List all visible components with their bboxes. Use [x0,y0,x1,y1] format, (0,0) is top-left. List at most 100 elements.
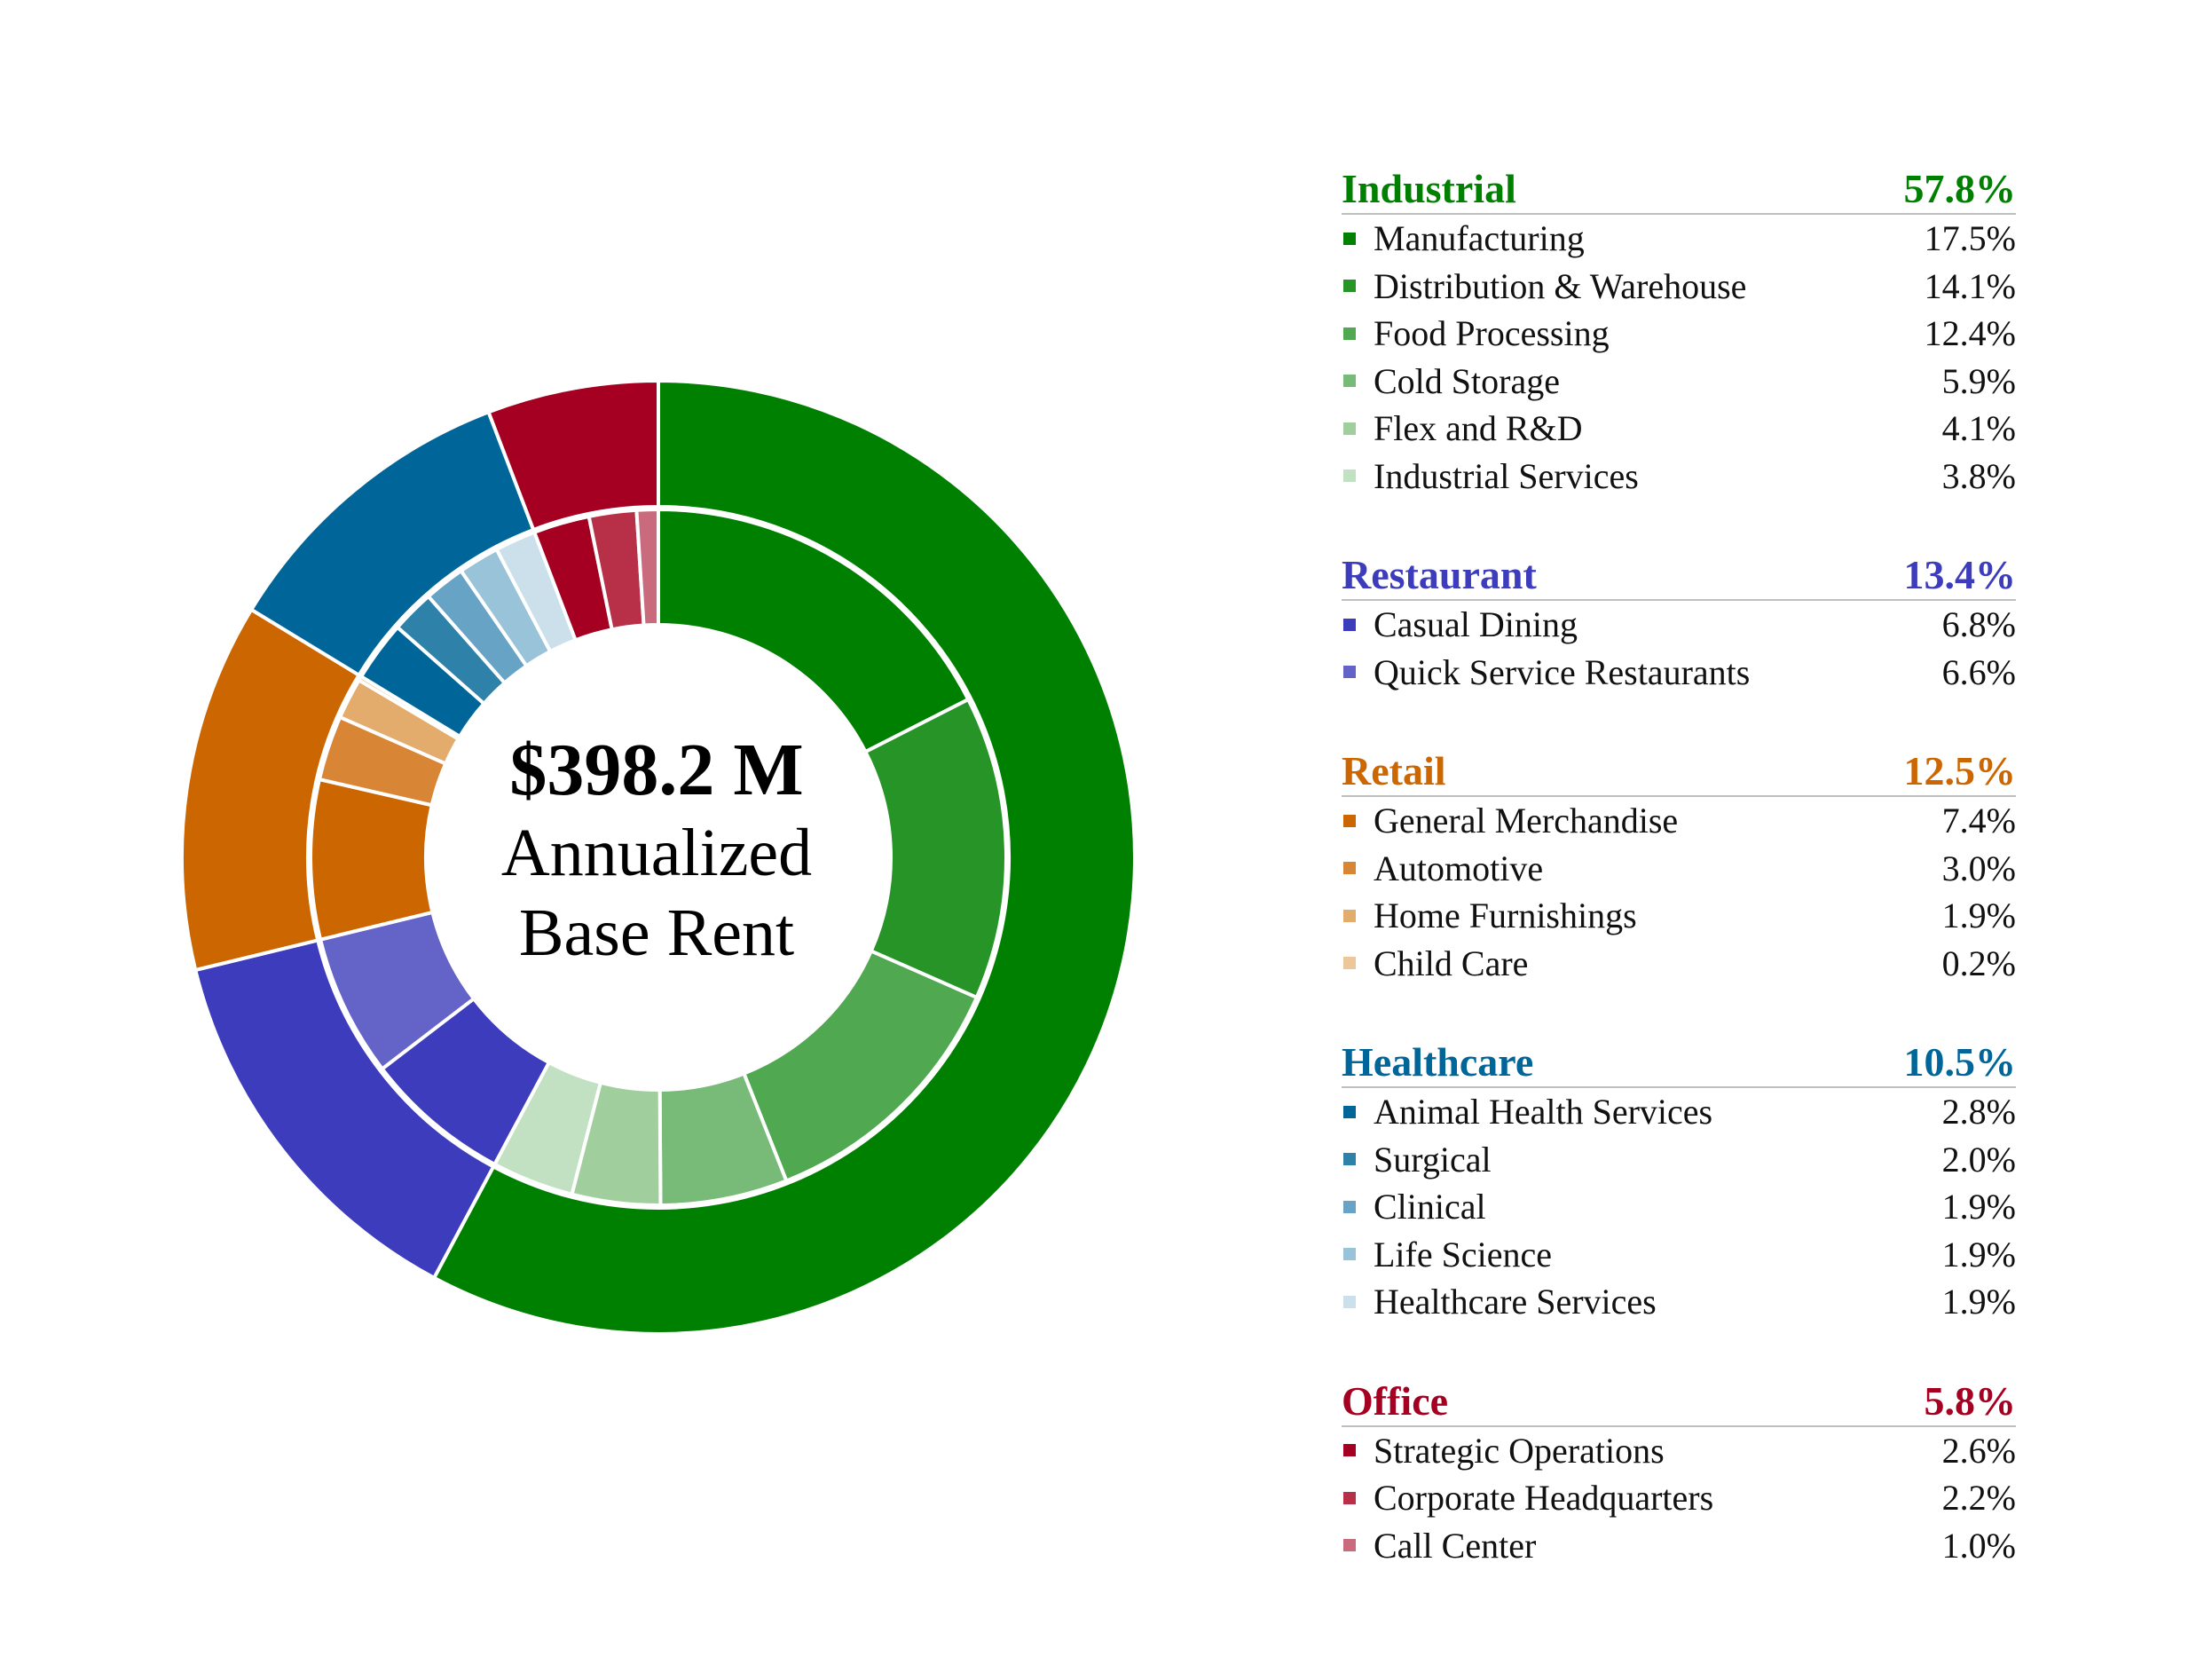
legend-group-restaurant: Restaurant 13.4% Casual Dining 6.8% Quick Se… [1342,548,2016,696]
legend-item-industrial-services: Industrial Services 3.8% [1342,453,2016,501]
legend-item-value: 6.8% [1941,604,2016,645]
legend-item-label: Flex and R&D [1374,408,1583,449]
legend-swatch [1343,1491,1356,1504]
legend-item-surgical: Surgical 2.0% [1342,1136,2016,1184]
legend-swatch [1343,375,1356,388]
inner-slice-call-center [634,507,660,627]
legend-item-food-processing: Food Processing 12.4% [1342,310,2016,358]
legend-item-distribution-and-warehouse: Distribution & Warehouse 14.1% [1342,263,2016,311]
legend-group-name: Healthcare [1342,1039,1534,1085]
legend-group-healthcare: Healthcare 10.5% Animal Health Services 2.8… [1342,1035,2016,1326]
legend-item-healthcare-services: Healthcare Services 1.9% [1342,1278,2016,1326]
legend-item-label: General Merchandise [1374,801,1679,841]
legend-item-cold-storage: Cold Storage 5.9% [1342,358,2016,406]
legend-item-casual-dining: Casual Dining 6.8% [1342,601,2016,649]
legend-group-value: 10.5% [1903,1039,2017,1085]
legend-item-label: Corporate Headquarters [1374,1478,1714,1519]
legend-item-general-merchandise: General Merchandise 7.4% [1342,797,2016,845]
legend-item-label: Home Furnishings [1374,896,1637,936]
legend-item-value: 1.9% [1941,1187,2016,1227]
legend-group-value: 5.8% [1924,1377,2017,1424]
legend-item-clinical: Clinical 1.9% [1342,1183,2016,1231]
legend-group-header: Healthcare 10.5% [1342,1035,2016,1088]
legend: Industrial 57.8% Manufacturing 17.5% Distrib… [1342,162,2016,1617]
legend-swatch [1343,666,1356,679]
legend-swatch [1343,1248,1356,1261]
legend-group-name: Retail [1342,748,1446,793]
total-rent-amount: $398.2 M [509,729,804,811]
legend-group-value: 57.8% [1903,166,2017,211]
legend-item-call-center: Call Center 1.0% [1342,1522,2016,1570]
legend-item-quick-service-restaurants: Quick Service Restaurants 6.6% [1342,649,2016,697]
legend-item-value: 3.0% [1941,848,2016,888]
legend-item-automotive: Automotive 3.0% [1342,845,2016,893]
legend-item-value: 3.8% [1941,455,2016,496]
legend-item-child-care: Child Care 0.2% [1342,940,2016,988]
legend-item-label: Child Care [1374,943,1529,983]
legend-group-header: Restaurant 13.4% [1342,548,2016,601]
legend-item-value: 1.9% [1941,1234,2016,1274]
legend-swatch [1343,957,1356,970]
legend-item-label: Strategic Operations [1374,1430,1665,1471]
legend-item-corporate-headquarters: Corporate Headquarters 2.2% [1342,1474,2016,1522]
legend-group-name: Office [1342,1377,1449,1424]
legend-swatch [1343,280,1356,293]
legend-item-label: Clinical [1374,1187,1486,1227]
legend-item-label: Healthcare Services [1374,1282,1657,1322]
outer-slice-industrial [431,378,1137,1336]
legend-swatch [1343,1539,1356,1552]
legend-item-label: Animal Health Services [1374,1092,1713,1132]
legend-swatch [1343,1200,1356,1213]
legend-item-flex-and-randd: Flex and R&D 4.1% [1342,405,2016,453]
legend-swatch [1343,327,1356,340]
legend-swatch [1343,1105,1356,1118]
legend-group-header: Industrial 57.8% [1342,162,2016,215]
legend-swatch [1343,422,1356,435]
center-caption-line1: Annualized [500,816,813,890]
legend-item-value: 5.9% [1941,360,2016,401]
legend-item-label: Automotive [1374,848,1544,888]
legend-item-label: Call Center [1374,1525,1537,1566]
legend-item-label: Industrial Services [1374,455,1639,496]
legend-swatch [1343,469,1356,483]
legend-swatch [1343,862,1356,875]
legend-item-value: 1.9% [1941,1282,2016,1322]
legend-group-office: Office 5.8% Strategic Operations 2.6% Corpor… [1342,1374,2016,1570]
legend-swatch [1343,814,1356,827]
legend-item-value: 1.9% [1941,896,2016,936]
legend-item-label: Life Science [1374,1234,1552,1274]
legend-item-value: 14.1% [1924,265,2016,306]
legend-group-value: 12.5% [1903,748,2017,793]
center-label: $398.2 M Annualized Base Rent [390,728,923,973]
legend-group-value: 13.4% [1903,552,2017,597]
legend-swatch [1343,1444,1356,1457]
legend-item-life-science: Life Science 1.9% [1342,1231,2016,1279]
legend-item-label: Food Processing [1374,313,1610,354]
legend-item-value: 17.5% [1924,218,2016,259]
legend-swatch [1343,232,1356,245]
legend-item-strategic-operations: Strategic Operations 2.6% [1342,1427,2016,1475]
legend-item-value: 2.6% [1941,1430,2016,1471]
legend-item-label: Quick Service Restaurants [1374,651,1751,692]
legend-item-value: 0.2% [1941,943,2016,983]
legend-item-value: 2.2% [1941,1478,2016,1519]
legend-item-value: 12.4% [1924,313,2016,354]
legend-item-value: 7.4% [1941,801,2016,841]
legend-item-value: 4.1% [1941,408,2016,449]
legend-group-name: Restaurant [1342,552,1537,597]
legend-item-animal-health-services: Animal Health Services 2.8% [1342,1088,2016,1136]
legend-swatch [1343,618,1356,631]
legend-item-label: Cold Storage [1374,360,1560,401]
legend-group-retail: Retail 12.5% General Merchandise 7.4% Automo… [1342,744,2016,987]
legend-swatch [1343,909,1356,922]
legend-group-header: Retail 12.5% [1342,744,2016,797]
legend-item-manufacturing: Manufacturing 17.5% [1342,215,2016,263]
legend-item-label: Surgical [1374,1139,1492,1180]
legend-swatch [1343,1153,1356,1166]
outer-slice-office [486,378,660,533]
inner-slice-manufacturing [657,507,971,754]
legend-item-home-furnishings: Home Furnishings 1.9% [1342,892,2016,940]
legend-item-value: 2.0% [1941,1139,2016,1180]
legend-group-header: Office 5.8% [1342,1374,2016,1427]
